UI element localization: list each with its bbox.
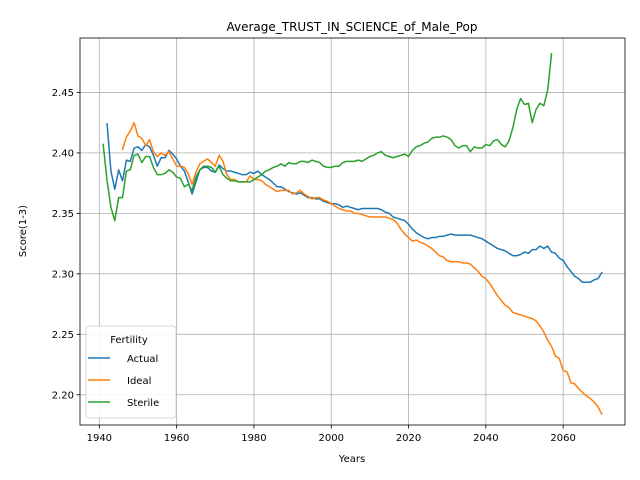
axis-ticks: 1940 1960 1980 2000 2020 2040 2060 2.20 2.25 2.30… bbox=[52, 88, 576, 444]
series-line-ideal bbox=[121, 121, 603, 416]
x-tick-label-1940: 1940 bbox=[87, 433, 112, 444]
x-tick-label-2000: 2000 bbox=[319, 433, 344, 444]
y-tick-label-4: 2.40 bbox=[52, 148, 74, 159]
x-tick-label-1960: 1960 bbox=[164, 433, 189, 444]
legend-label-actual: Actual bbox=[127, 354, 158, 365]
x-tick-label-2040: 2040 bbox=[473, 433, 498, 444]
x-axis-label: Years bbox=[338, 454, 365, 465]
legend-label-ideal: Ideal bbox=[127, 376, 151, 387]
x-tick-label-2020: 2020 bbox=[396, 433, 421, 444]
y-tick-label-5: 2.45 bbox=[52, 88, 74, 99]
series-line-sterile bbox=[102, 52, 553, 222]
legend-box bbox=[85, 325, 177, 419]
legend-title: Fertility bbox=[110, 335, 148, 346]
x-tick-label-1980: 1980 bbox=[241, 433, 266, 444]
y-tick-label-3: 2.35 bbox=[52, 209, 74, 220]
x-tick-label-2060: 2060 bbox=[550, 433, 575, 444]
chart-title: Average_TRUST_IN_SCIENCE_of_Male_Pop bbox=[226, 20, 477, 34]
grid-lines bbox=[80, 38, 625, 425]
y-axis-label: Score(1-3) bbox=[18, 205, 29, 257]
series-layer bbox=[102, 52, 603, 416]
plot-frame bbox=[79, 37, 626, 426]
y-tick-label-0: 2.20 bbox=[52, 390, 74, 401]
y-tick-label-2: 2.30 bbox=[52, 269, 74, 280]
legend-label-sterile: Sterile bbox=[127, 398, 159, 409]
legend: Fertility Actual Ideal Sterile bbox=[85, 325, 177, 419]
y-tick-label-1: 2.25 bbox=[52, 330, 74, 341]
